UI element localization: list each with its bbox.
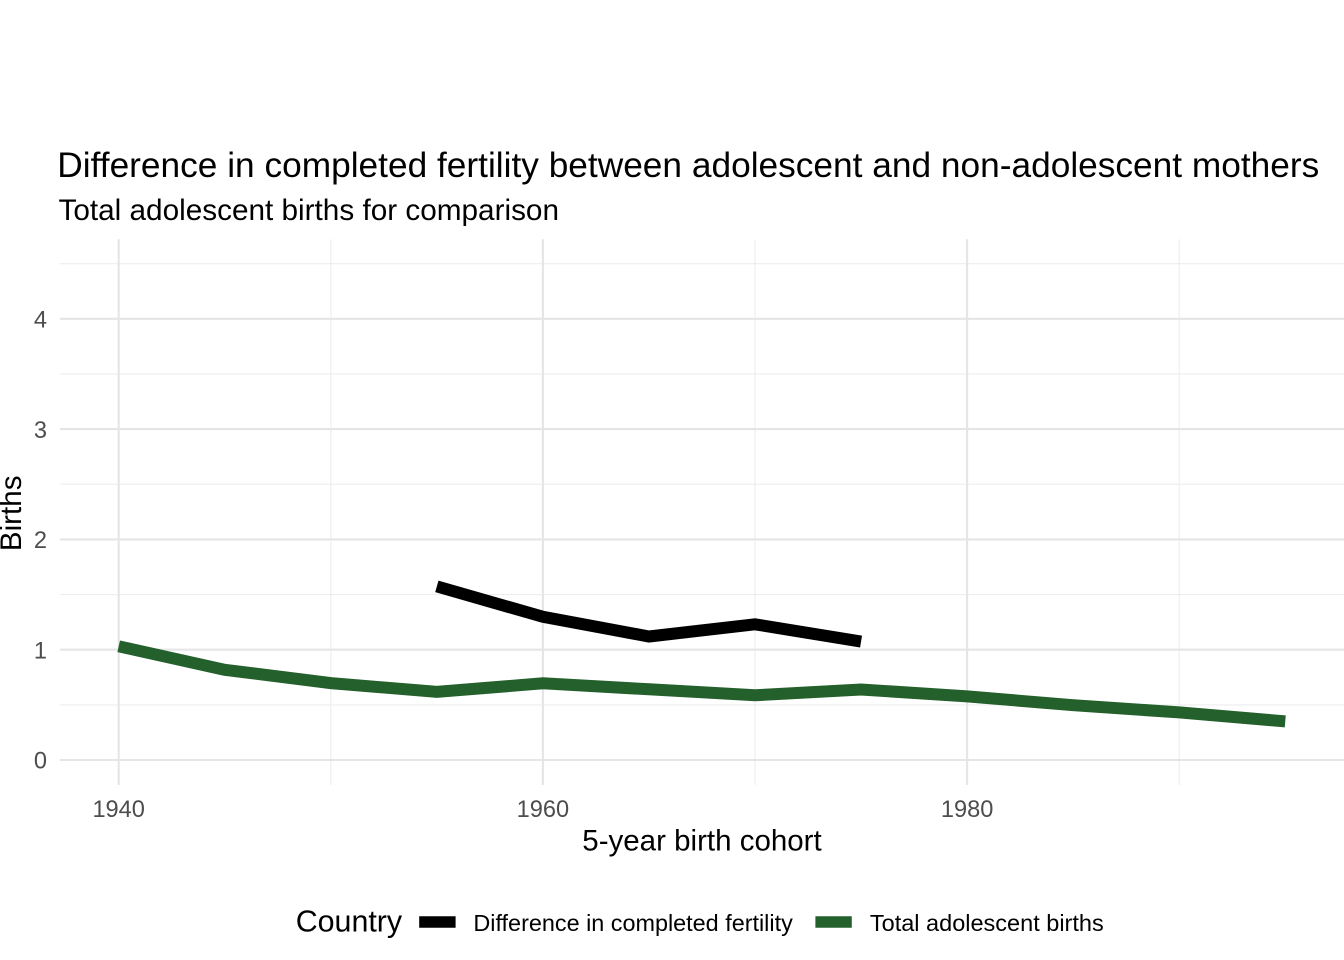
svg-text:3: 3	[34, 418, 47, 444]
svg-text:Difference in completed fertil: Difference in completed fertility	[473, 910, 793, 936]
svg-text:1940: 1940	[92, 797, 145, 823]
svg-text:Births: Births	[0, 475, 28, 551]
svg-text:1980: 1980	[941, 797, 994, 823]
svg-text:1960: 1960	[517, 797, 570, 823]
svg-text:Country: Country	[296, 904, 403, 938]
svg-text:0: 0	[34, 749, 47, 775]
svg-text:Difference in completed fertil: Difference in completed fertility betwee…	[57, 146, 1319, 185]
svg-text:5-year birth cohort: 5-year birth cohort	[582, 824, 821, 857]
svg-text:2: 2	[34, 528, 47, 554]
svg-text:Total adolescent births for co: Total adolescent births for comparison	[59, 194, 560, 227]
svg-text:1: 1	[34, 638, 47, 664]
svg-text:4: 4	[34, 308, 47, 334]
svg-text:Total adolescent births: Total adolescent births	[870, 910, 1104, 936]
